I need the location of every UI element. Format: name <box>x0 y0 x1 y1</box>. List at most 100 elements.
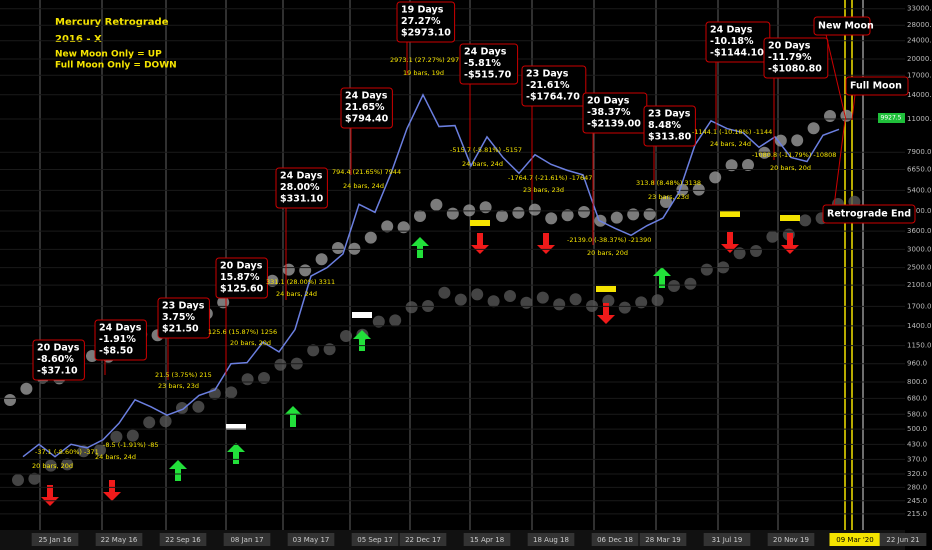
annotation-text: 8.48% <box>648 120 681 131</box>
legend-line: Full Moon Only = DOWN <box>55 61 177 71</box>
annotation-box <box>459 43 519 85</box>
moon-dot <box>381 220 394 233</box>
moon-dot <box>692 183 705 196</box>
annotation-text: 24 Days <box>345 91 388 102</box>
moon-dot <box>258 372 270 384</box>
moon-dot <box>750 245 762 257</box>
annotation-text: -$2139.00 <box>587 119 641 130</box>
moon-dot <box>684 277 697 290</box>
moon-dot <box>61 458 74 471</box>
moon-dot <box>307 344 320 357</box>
up-arrow <box>169 460 187 481</box>
x-tick-box <box>463 533 511 546</box>
measure-label: -515.7 (-5.81%) -5157 <box>450 146 522 154</box>
x-tick-box <box>639 533 687 546</box>
moon-dot <box>479 201 492 214</box>
up-arrow <box>653 267 671 288</box>
bars-label: 24 bars, 24d <box>95 453 136 461</box>
chart-title: Mercury Retrograde <box>55 17 169 28</box>
y-tick-label: 800.0 <box>907 378 927 386</box>
measure-label: 125.6 (15.87%) 1256 <box>208 328 277 336</box>
x-tick-box <box>159 533 207 546</box>
annotation-box <box>396 1 456 43</box>
callout-leader <box>823 25 847 121</box>
moon-dot <box>520 296 533 309</box>
x-tick-box <box>591 533 639 546</box>
annotation-text: $125.60 <box>220 284 264 295</box>
y-tick-label: 17000.0 <box>907 71 932 79</box>
y-tick-label: 500.0 <box>907 425 927 433</box>
moon-dot <box>463 204 476 217</box>
callout-box <box>813 16 871 36</box>
y-tick-label: 2100.0 <box>907 281 932 289</box>
y-tick-label: 215.0 <box>907 510 927 518</box>
annotation-text: 28.00% <box>280 182 320 193</box>
moon-dot <box>44 459 57 472</box>
moon-dot <box>840 109 853 122</box>
moon-dot <box>4 394 16 406</box>
x-tick-box <box>351 533 399 546</box>
annotation-text: 19 Days <box>401 5 444 16</box>
moon-dot <box>274 358 287 371</box>
x-tick-box <box>95 533 143 546</box>
x-tick-label: 25 Jan 16 <box>38 536 72 544</box>
x-tick-box <box>31 533 79 546</box>
up-arrow <box>411 237 429 258</box>
y-tick-label: 1150.0 <box>907 342 932 350</box>
moon-dot <box>578 206 590 218</box>
moon-marker <box>226 424 246 430</box>
bars-label: 23 bars, 23d <box>523 186 564 194</box>
x-tick-box <box>879 533 927 546</box>
y-tick-label: 430.0 <box>907 440 927 448</box>
moon-dot <box>725 159 738 172</box>
annotation-text: -1.91% <box>99 334 136 345</box>
legend-line: New Moon Only = UP <box>55 50 162 60</box>
annotation-text: 23 Days <box>526 69 569 80</box>
y-tick-label: 960.0 <box>907 360 927 368</box>
moon-dot <box>430 198 443 211</box>
x-tick-label: 22 Dec 17 <box>405 536 441 544</box>
moon-dot <box>225 386 238 399</box>
x-tick-label: 15 Apr 18 <box>470 536 504 544</box>
annotation-text: -$1764.70 <box>526 92 580 103</box>
chart-subtitle: 2016 - X <box>55 34 102 45</box>
bars-label: 24 bars, 24d <box>343 182 384 190</box>
moon-dot <box>824 110 836 122</box>
y-tick-label: 14000.0 <box>907 91 932 99</box>
annotation-text: 20 Days <box>768 41 811 52</box>
annotation-text: -21.61% <box>526 80 570 91</box>
y-tick-label: 33000.0 <box>907 5 932 13</box>
moon-dot <box>512 206 525 219</box>
callout-text: Retrograde End <box>827 209 911 220</box>
callout-leader <box>832 119 846 215</box>
moon-dot <box>643 208 656 221</box>
up-arrow <box>353 330 371 351</box>
callout-text: Full Moon <box>850 81 902 92</box>
moon-marker <box>780 215 800 221</box>
x-tick-label: 22 May 16 <box>101 536 138 544</box>
moon-dot <box>20 382 33 395</box>
moon-dot <box>438 286 451 299</box>
moon-marker <box>596 286 616 292</box>
moon-dot <box>651 294 664 307</box>
annotation-text: 24 Days <box>464 47 507 58</box>
annotation-text: -10.18% <box>710 36 754 47</box>
moon-dot <box>176 402 188 414</box>
moon-dot <box>446 207 459 220</box>
moon-dot <box>799 214 812 227</box>
annotation-text: 15.87% <box>220 272 260 283</box>
annotation-text: 20 Days <box>587 96 630 107</box>
last-price-box <box>878 113 905 123</box>
moon-dot <box>742 159 754 171</box>
annotation-text: 23 Days <box>162 301 205 312</box>
moon-dot <box>454 293 467 306</box>
bars-label: 23 bars, 23d <box>158 382 199 390</box>
callout-text: New Moon <box>818 21 874 32</box>
moon-dot <box>282 263 295 276</box>
x-tick-label: 03 May 17 <box>293 536 330 544</box>
moon-dot <box>323 343 336 356</box>
y-tick-label: 5400.0 <box>907 186 932 194</box>
x-tick-label: 22 Jun 21 <box>886 536 919 544</box>
moon-dot <box>110 430 123 443</box>
y-tick-label: 7900.0 <box>907 148 932 156</box>
